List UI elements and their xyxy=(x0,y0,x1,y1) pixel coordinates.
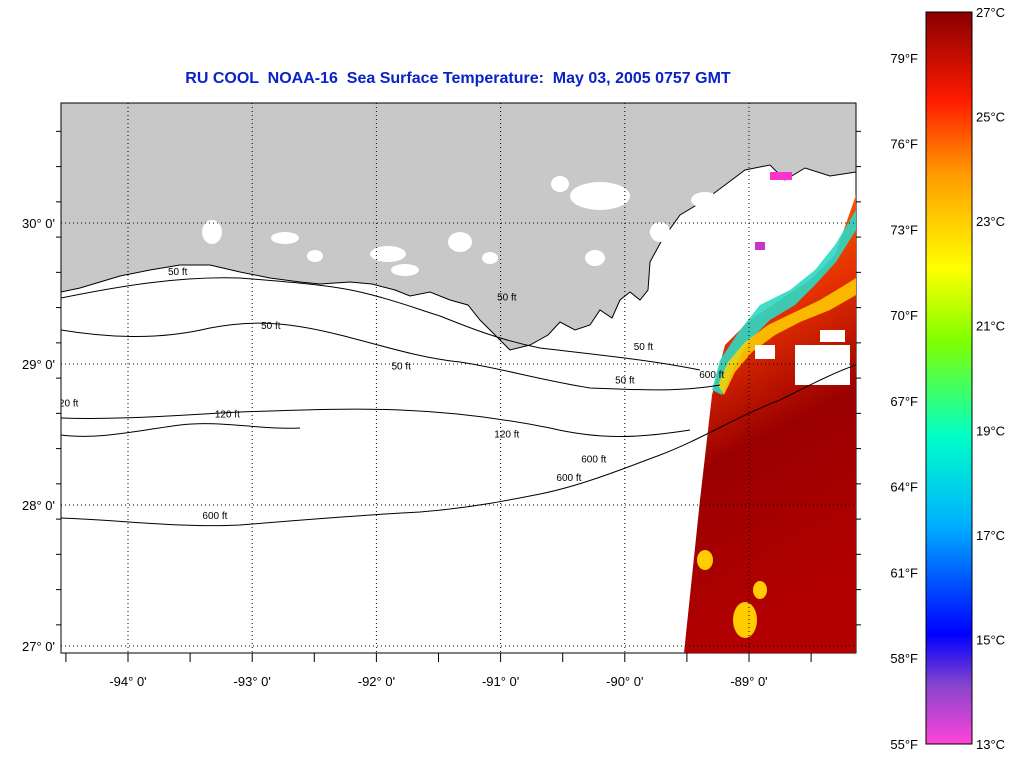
longitude-labels: -94° 0' -93° 0' -92° 0' -91° 0' -90° 0' -89° … xyxy=(109,674,767,689)
fahrenheit-label: 58°F xyxy=(890,651,918,666)
contour-label: 600 ft xyxy=(556,473,581,484)
fahrenheit-label: 79°F xyxy=(890,51,918,66)
cloud-patches xyxy=(755,330,850,385)
longitude-label: -93° 0' xyxy=(234,674,271,689)
latitude-labels: 30° 0' 29° 0' 28° 0' 27° 0' xyxy=(22,216,55,654)
contour-label: 120 ft xyxy=(53,398,78,409)
longitude-label: -89° 0' xyxy=(730,674,767,689)
fahrenheit-label: 76°F xyxy=(890,137,918,152)
longitude-label: -91° 0' xyxy=(482,674,519,689)
colorbar xyxy=(925,11,973,745)
contour-label: 50 ft xyxy=(497,293,517,304)
fahrenheit-label: 61°F xyxy=(890,565,918,580)
longitude-label: -90° 0' xyxy=(606,674,643,689)
contour-label: 120 ft xyxy=(215,410,240,421)
celsius-label: 23°C xyxy=(976,214,1005,229)
map-title: RU COOL NOAA-16 Sea Surface Temperature:… xyxy=(185,70,731,87)
sst-hot-spots xyxy=(697,550,767,638)
contour-label: 50 ft xyxy=(615,376,635,387)
sst-warm-band xyxy=(718,278,856,395)
contour-label: 50 ft xyxy=(168,267,188,278)
longitude-label: -92° 0' xyxy=(358,674,395,689)
bathymetry-contours xyxy=(61,277,856,527)
colorbar-celsius-labels: 27°C 25°C 23°C 21°C 19°C 17°C 15°C 13°C xyxy=(976,5,1005,752)
contour-label: 50 ft xyxy=(634,342,654,353)
land-mass xyxy=(61,103,856,351)
celsius-label: 21°C xyxy=(976,319,1005,334)
latitude-label: 29° 0' xyxy=(22,357,55,372)
celsius-label: 17°C xyxy=(976,528,1005,543)
fahrenheit-label: 70°F xyxy=(890,308,918,323)
contour-label: 600 ft xyxy=(581,455,606,466)
celsius-label: 25°C xyxy=(976,110,1005,125)
latitude-label: 30° 0' xyxy=(22,216,55,231)
latitude-label: 28° 0' xyxy=(22,498,55,513)
celsius-label: 15°C xyxy=(976,632,1005,647)
colorbar-fahrenheit-labels: 79°F 76°F 73°F 70°F 67°F 64°F 61°F 58°F 55°F xyxy=(890,51,918,752)
fahrenheit-label: 67°F xyxy=(890,394,918,409)
contour-label: 50 ft xyxy=(261,321,281,332)
celsius-label: 27°C xyxy=(976,5,1005,20)
celsius-label: 13°C xyxy=(976,737,1005,752)
inland-water xyxy=(202,176,719,276)
fahrenheit-label: 55°F xyxy=(890,737,918,752)
sst-magenta-spot xyxy=(770,172,792,180)
contour-label: 600 ft xyxy=(699,370,724,381)
sst-cool-band xyxy=(712,210,856,395)
sst-magenta-spot-2 xyxy=(755,242,765,250)
latitude-label: 27° 0' xyxy=(22,639,55,654)
contour-label: 120 ft xyxy=(494,429,519,440)
contour-labels: 50 ft 50 ft 50 ft 50 ft 50 ft 50 ft 120 ft 120 … xyxy=(53,267,724,522)
axis-ticks xyxy=(56,130,861,662)
graticule xyxy=(61,103,856,653)
contour-label: 600 ft xyxy=(202,511,227,522)
fahrenheit-label: 64°F xyxy=(890,480,918,495)
contour-label: 50 ft xyxy=(392,362,412,373)
celsius-label: 19°C xyxy=(976,423,1005,438)
longitude-label: -94° 0' xyxy=(109,674,146,689)
fahrenheit-label: 73°F xyxy=(890,222,918,237)
